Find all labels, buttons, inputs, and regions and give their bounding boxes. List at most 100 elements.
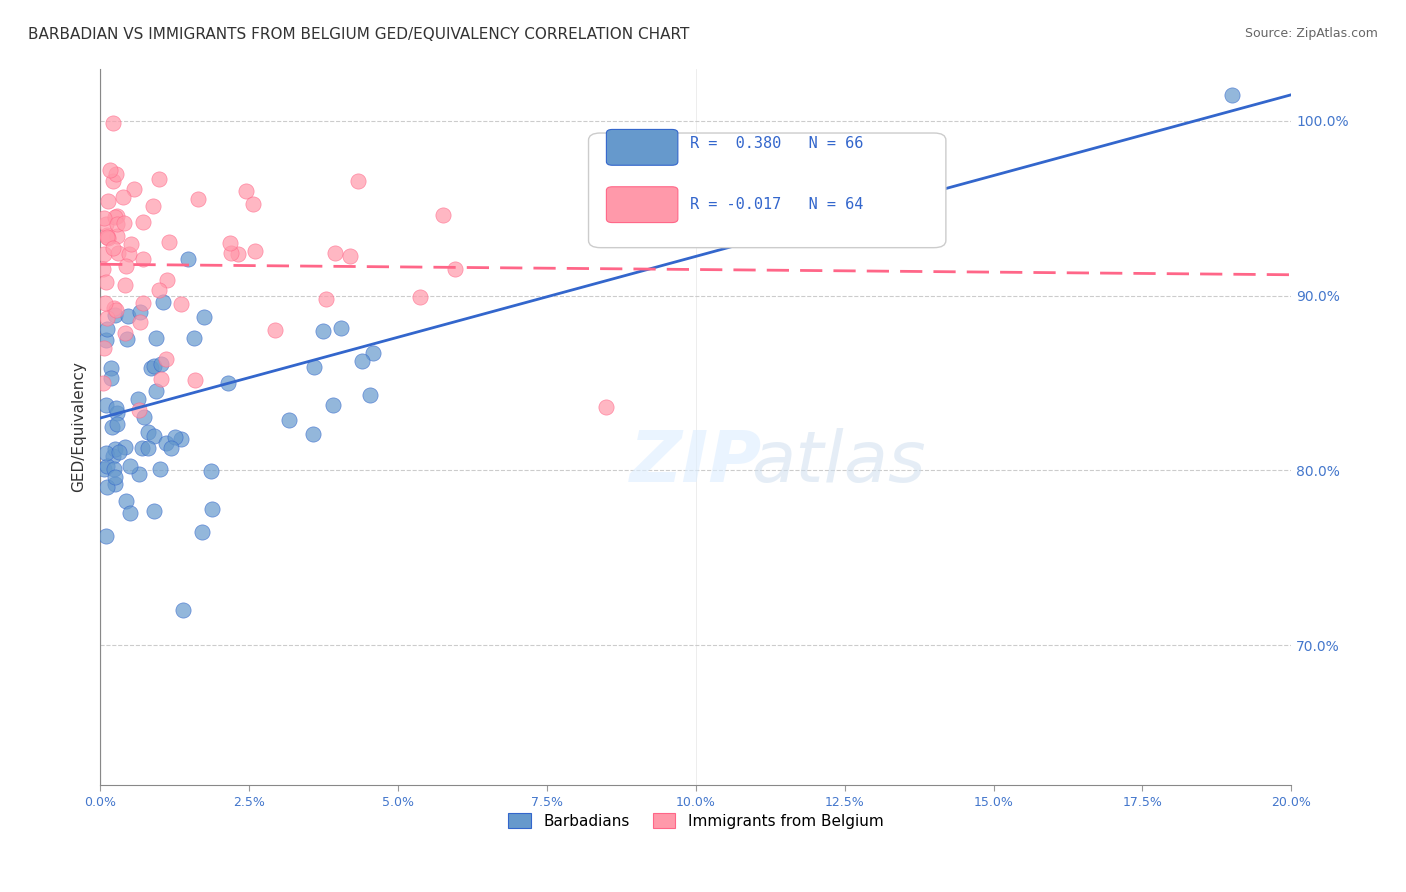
Point xyxy=(104,210,127,224)
Point xyxy=(131,441,153,455)
Text: R =  0.380   N = 66: R = 0.380 N = 66 xyxy=(690,136,863,152)
Point xyxy=(176,252,198,267)
Point xyxy=(242,197,264,211)
Point xyxy=(96,529,118,543)
Point xyxy=(117,310,139,324)
Point xyxy=(96,217,118,231)
Point xyxy=(122,182,145,196)
Point xyxy=(91,376,114,390)
Point xyxy=(96,446,118,460)
Point xyxy=(104,442,127,456)
Point xyxy=(96,310,118,325)
Point xyxy=(101,116,124,130)
Y-axis label: GED/Equivalency: GED/Equivalency xyxy=(72,361,86,492)
Point xyxy=(111,189,134,203)
Point xyxy=(118,506,141,520)
Point xyxy=(114,326,136,340)
Point xyxy=(312,324,335,338)
Point xyxy=(329,321,352,335)
Point xyxy=(277,413,299,427)
Point xyxy=(148,172,170,186)
Point xyxy=(93,247,115,261)
Point xyxy=(96,227,118,242)
Point xyxy=(118,246,141,260)
Text: BARBADIAN VS IMMIGRANTS FROM BELGIUM GED/EQUIVALENCY CORRELATION CHART: BARBADIAN VS IMMIGRANTS FROM BELGIUM GED… xyxy=(28,27,689,42)
Text: R = -0.017   N = 64: R = -0.017 N = 64 xyxy=(690,197,863,212)
Point xyxy=(245,244,267,258)
Text: atlas: atlas xyxy=(751,428,927,497)
FancyBboxPatch shape xyxy=(589,133,946,248)
Point xyxy=(145,384,167,398)
Point xyxy=(157,235,180,249)
Point xyxy=(105,217,128,231)
Point xyxy=(138,441,160,455)
Point xyxy=(91,261,114,276)
Text: ZIP: ZIP xyxy=(630,428,762,497)
Point xyxy=(152,295,174,310)
Point xyxy=(120,459,142,474)
Point xyxy=(143,503,166,517)
Point xyxy=(359,388,381,402)
Point xyxy=(444,261,467,276)
Point xyxy=(103,301,125,316)
Point xyxy=(595,400,617,414)
Point xyxy=(183,331,205,345)
Point xyxy=(97,194,120,209)
Point xyxy=(190,525,212,540)
Point xyxy=(94,296,117,310)
Point xyxy=(200,464,222,478)
Point xyxy=(96,459,118,474)
Point xyxy=(131,295,153,310)
Point xyxy=(346,174,368,188)
Point xyxy=(141,361,163,376)
Point xyxy=(145,331,167,345)
Point xyxy=(93,211,115,226)
Point xyxy=(105,401,128,416)
Point xyxy=(143,428,166,442)
Point xyxy=(155,436,177,450)
Point xyxy=(93,461,115,475)
Point xyxy=(409,290,432,304)
Point xyxy=(128,403,150,417)
Point xyxy=(96,322,118,336)
Point xyxy=(143,359,166,373)
Point xyxy=(101,241,124,255)
Point xyxy=(104,308,127,322)
Point xyxy=(155,352,177,367)
FancyBboxPatch shape xyxy=(606,129,678,165)
Point xyxy=(105,209,128,223)
Point xyxy=(149,357,172,371)
Point xyxy=(184,373,207,387)
Point xyxy=(93,341,115,355)
Point xyxy=(322,398,344,412)
Point xyxy=(114,494,136,508)
Point xyxy=(132,215,155,229)
Point xyxy=(94,398,117,412)
Point xyxy=(217,376,239,391)
Point xyxy=(301,427,323,442)
Point xyxy=(219,246,242,260)
Point xyxy=(104,470,127,484)
Point xyxy=(114,259,136,273)
Point xyxy=(201,502,224,516)
Point xyxy=(104,476,127,491)
Point xyxy=(150,372,173,386)
Point xyxy=(103,462,125,476)
Point xyxy=(156,273,179,287)
Point xyxy=(218,235,240,250)
Point xyxy=(263,323,285,337)
Point xyxy=(101,174,124,188)
Point xyxy=(350,354,373,368)
Point xyxy=(98,163,121,178)
Point xyxy=(129,315,152,329)
Point xyxy=(101,420,124,434)
Point xyxy=(105,406,128,420)
Point xyxy=(432,208,454,222)
Point xyxy=(138,425,160,439)
Point xyxy=(100,371,122,385)
Point xyxy=(94,334,117,348)
Point xyxy=(131,252,153,266)
Point xyxy=(107,445,129,459)
Point xyxy=(165,430,187,444)
Point xyxy=(160,441,183,455)
